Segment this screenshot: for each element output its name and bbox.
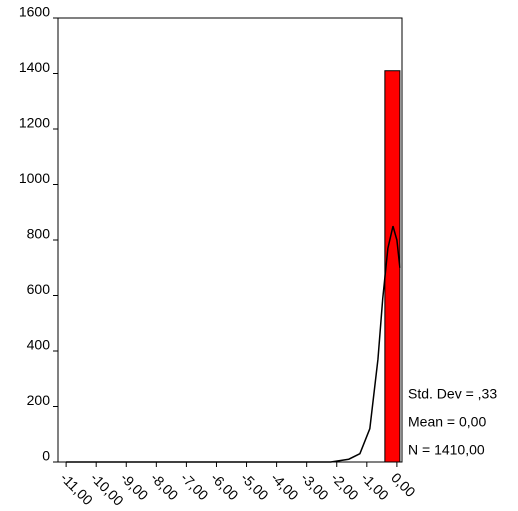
y-tick-label: 800 bbox=[27, 226, 51, 242]
plot-frame bbox=[57, 17, 403, 463]
x-tick-label: -3,00 bbox=[298, 469, 332, 503]
x-tick-label: 0,00 bbox=[388, 469, 419, 500]
y-tick-label: 1400 bbox=[19, 59, 50, 75]
bar bbox=[384, 70, 401, 463]
stat-label: N = 1410,00 bbox=[408, 442, 485, 458]
normal-curve bbox=[66, 225, 401, 463]
y-tick-label: 600 bbox=[27, 281, 51, 297]
y-tick-label: 200 bbox=[27, 392, 51, 408]
x-tick-label: -4,00 bbox=[268, 469, 302, 503]
x-tick-label: -2,00 bbox=[328, 469, 362, 503]
x-tick-label: -5,00 bbox=[238, 469, 272, 503]
x-tick-label: -7,00 bbox=[178, 469, 212, 503]
y-tick-label: 400 bbox=[27, 337, 51, 353]
y-tick-label: 1000 bbox=[19, 170, 50, 186]
x-tick-label: -6,00 bbox=[208, 469, 242, 503]
stat-label: Std. Dev = ,33 bbox=[408, 386, 497, 402]
y-tick-label: 1600 bbox=[19, 4, 50, 20]
x-tick-label: -1,00 bbox=[358, 469, 392, 503]
x-tick-label: -8,00 bbox=[148, 469, 182, 503]
y-tick-label: 1200 bbox=[19, 115, 50, 131]
stat-label: Mean = 0,00 bbox=[408, 414, 486, 430]
y-tick-label: 0 bbox=[42, 448, 50, 464]
x-tick-label: -11,00 bbox=[57, 469, 96, 508]
x-tick-label: -10,00 bbox=[87, 469, 127, 509]
